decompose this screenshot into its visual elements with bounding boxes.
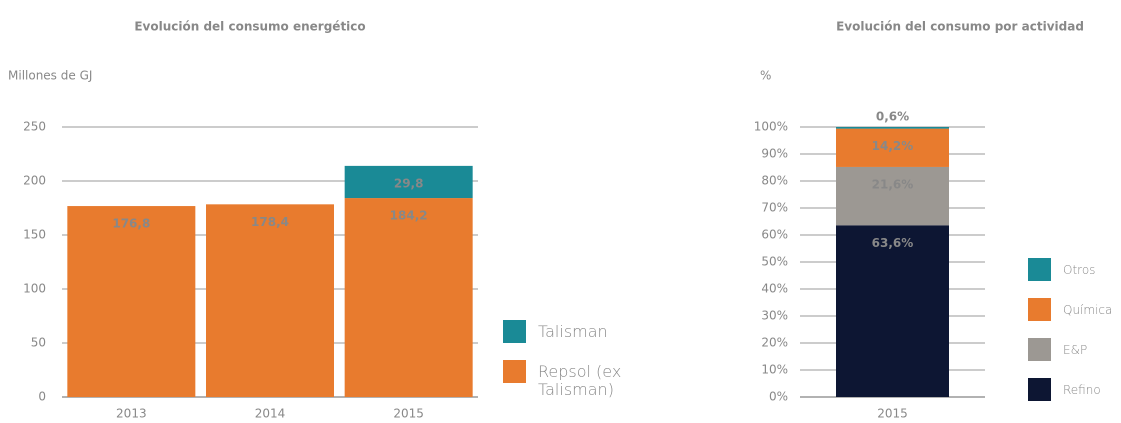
y-tick-label: 10% (761, 363, 788, 377)
chart-title: Evolución del consumo por actividad (836, 20, 1084, 34)
y-tick-label: 100 (23, 282, 46, 296)
value-label: 178,4 (251, 215, 289, 229)
y-tick-label: 0 (38, 390, 46, 404)
value-label: 184,2 (390, 209, 428, 223)
legend-label: Refino (1063, 383, 1101, 397)
bar-segment (836, 166, 949, 226)
bar-segment (206, 204, 334, 397)
y-axis-label: % (760, 69, 771, 83)
value-label: 176,8 (112, 217, 150, 231)
legend-swatch (1028, 378, 1051, 401)
value-label: 14,2% (872, 139, 914, 153)
y-tick-label: 40% (761, 282, 788, 296)
legend-swatch (503, 320, 526, 343)
chart-title: Evolución del consumo energético (134, 20, 365, 34)
bar-segment (836, 128, 949, 167)
legend-label: Repsol (ex Talisman) (538, 362, 622, 399)
legend-label: Química (1063, 303, 1113, 317)
y-tick-label: 0% (769, 390, 788, 404)
bar-segment (344, 198, 473, 397)
y-tick-label: 200 (23, 174, 46, 188)
y-tick-label: 60% (761, 228, 788, 242)
bar-segment (344, 165, 473, 199)
y-axis-label: Millones de GJ (8, 69, 92, 83)
x-tick-label: 2013 (116, 407, 147, 421)
y-tick-label: 70% (761, 201, 788, 215)
legend-label: Talisman (538, 322, 608, 341)
y-tick-label: 50 (31, 336, 46, 350)
y-tick-label: 80% (761, 174, 788, 188)
y-tick-label: 50% (761, 255, 788, 269)
legend-swatch (1028, 338, 1051, 361)
y-tick-label: 100% (754, 120, 788, 134)
y-tick-label: 90% (761, 147, 788, 161)
x-tick-label: 2015 (393, 407, 424, 421)
bar-segment (836, 225, 949, 397)
y-tick-label: 20% (761, 336, 788, 350)
y-tick-label: 150 (23, 228, 46, 242)
value-label: 63,6% (872, 236, 914, 250)
legend-label: Otros (1063, 263, 1096, 277)
legend-swatch (503, 360, 526, 383)
legend-swatch (1028, 258, 1051, 281)
value-label: 29,8 (394, 176, 424, 190)
legend-label: E&P (1063, 343, 1088, 357)
x-tick-label: 2015 (877, 407, 908, 421)
bar-segment (67, 206, 196, 397)
legend-swatch (1028, 298, 1051, 321)
value-label: 0,6% (876, 110, 909, 124)
y-tick-label: 30% (761, 309, 788, 323)
value-label: 21,6% (872, 177, 914, 191)
y-tick-label: 250 (23, 120, 46, 134)
x-tick-label: 2014 (255, 407, 286, 421)
bar-segment (836, 127, 949, 129)
